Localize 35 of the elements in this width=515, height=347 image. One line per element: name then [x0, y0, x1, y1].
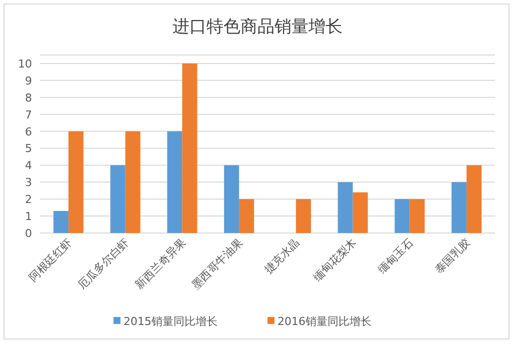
y-tick-label: 1 — [25, 210, 32, 224]
y-tick-label: 9 — [25, 74, 32, 88]
x-tick-label: 墨西哥牛油果 — [189, 236, 246, 292]
legend-label: 2016销量同比增长 — [278, 315, 372, 328]
bar — [338, 182, 353, 233]
x-tick-label: 泰国乳胶 — [432, 236, 473, 276]
y-tick-label: 10 — [18, 57, 32, 70]
bar — [68, 131, 84, 233]
y-tick-label: 6 — [25, 125, 32, 138]
bar — [53, 210, 68, 233]
bar — [110, 165, 126, 233]
bar — [452, 182, 467, 233]
legend-label: 2015销量同比增长 — [124, 315, 218, 328]
bar — [182, 63, 198, 233]
y-tick-label: 7 — [25, 108, 32, 122]
y-tick-label: 5 — [25, 142, 32, 156]
y-tick-label: 3 — [25, 176, 32, 190]
bar — [296, 199, 311, 233]
bar — [167, 131, 182, 233]
chart-title: 进口特色商品销量增长 — [172, 17, 342, 37]
x-tick-label: 新西兰奇异果 — [132, 236, 188, 292]
bar — [394, 199, 410, 233]
bar — [410, 199, 425, 233]
x-tick-label: 厄瓜多尔白虾 — [76, 236, 132, 292]
x-tick-label: 捷克水晶 — [262, 236, 302, 276]
bar — [239, 199, 254, 233]
y-tick-label: 4 — [25, 159, 32, 172]
bar — [352, 192, 368, 233]
x-tick-label: 缅甸花梨木 — [310, 236, 359, 284]
bar — [466, 165, 482, 233]
y-tick-label: 8 — [25, 91, 32, 104]
bar — [224, 165, 240, 233]
x-tick-label: 缅甸玉石 — [376, 236, 416, 276]
y-tick-label: 2 — [25, 193, 32, 206]
bar — [125, 131, 140, 233]
